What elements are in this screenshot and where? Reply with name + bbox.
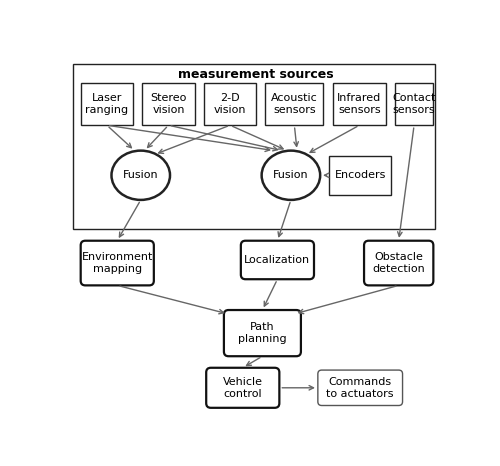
- Text: Vehicle
control: Vehicle control: [223, 377, 263, 398]
- Text: Stereo
vision: Stereo vision: [150, 93, 186, 115]
- Bar: [142, 83, 195, 125]
- Bar: [80, 83, 133, 125]
- Text: Obstacle
detection: Obstacle detection: [372, 252, 425, 274]
- Text: Encoders: Encoders: [334, 170, 386, 180]
- FancyBboxPatch shape: [80, 241, 154, 285]
- Bar: [395, 83, 434, 125]
- Text: Path
planning: Path planning: [238, 322, 286, 344]
- Bar: [330, 156, 391, 194]
- Text: Environment
mapping: Environment mapping: [82, 252, 153, 274]
- FancyBboxPatch shape: [224, 310, 301, 356]
- Bar: [73, 64, 435, 229]
- Text: Localization: Localization: [244, 255, 310, 265]
- Text: 2-D
vision: 2-D vision: [214, 93, 246, 115]
- Text: Acoustic
sensors: Acoustic sensors: [271, 93, 318, 115]
- FancyBboxPatch shape: [206, 368, 280, 408]
- Bar: [333, 83, 386, 125]
- Bar: [204, 83, 256, 125]
- Ellipse shape: [262, 151, 320, 200]
- Ellipse shape: [112, 151, 170, 200]
- Text: Laser
ranging: Laser ranging: [86, 93, 128, 115]
- Text: Commands
to actuators: Commands to actuators: [326, 377, 394, 398]
- FancyBboxPatch shape: [364, 241, 434, 285]
- FancyBboxPatch shape: [241, 241, 314, 279]
- Bar: [266, 83, 323, 125]
- Text: Fusion: Fusion: [123, 170, 158, 180]
- Text: measurement sources: measurement sources: [178, 68, 334, 81]
- Text: Fusion: Fusion: [273, 170, 308, 180]
- Text: Infrared
sensors: Infrared sensors: [338, 93, 382, 115]
- Text: Contact
sensors: Contact sensors: [392, 93, 436, 115]
- FancyBboxPatch shape: [318, 370, 402, 405]
